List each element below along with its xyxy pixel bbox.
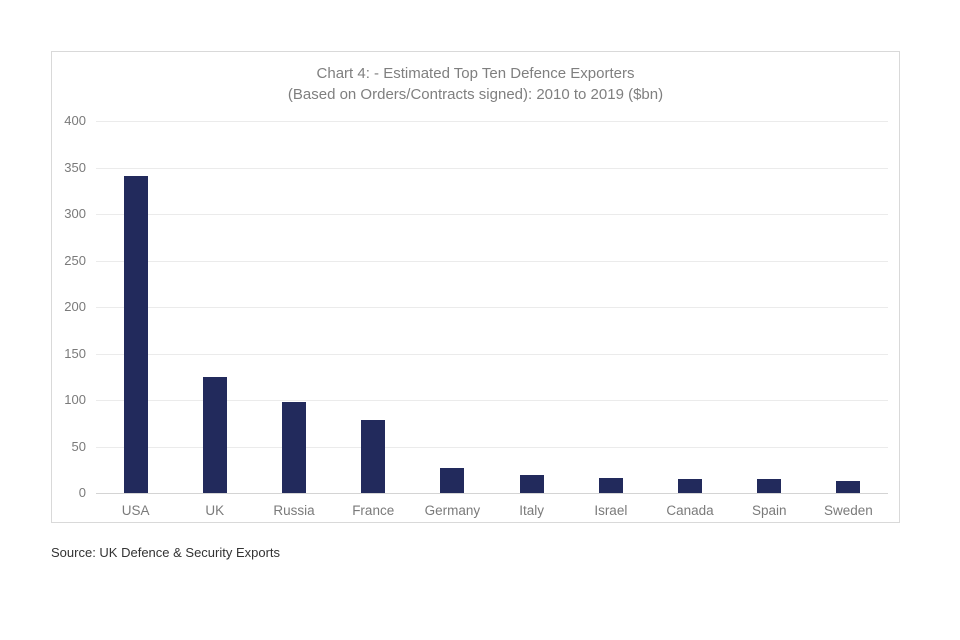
x-axis-label: USA — [121, 503, 150, 518]
bar-column — [571, 121, 650, 493]
x-axis-label: Israel — [594, 503, 628, 518]
chart-title: Chart 4: - Estimated Top Ten Defence Exp… — [52, 63, 899, 105]
gridline — [96, 121, 888, 122]
bar-column — [809, 121, 888, 493]
y-tick-label: 350 — [64, 159, 86, 175]
bar-spain — [757, 479, 782, 493]
bar-germany — [440, 467, 465, 493]
chart-title-line-1: Chart 4: - Estimated Top Ten Defence Exp… — [316, 65, 635, 82]
x-axis-line — [96, 493, 888, 494]
bar-column — [650, 121, 729, 493]
x-axis-label: Italy — [519, 503, 544, 518]
y-axis-labels: 0 50 100 150 200 250 300 350 400 — [52, 113, 86, 500]
bar-france — [361, 420, 386, 493]
y-tick-label: 50 — [71, 438, 86, 454]
y-tick-label: 200 — [64, 299, 86, 314]
x-axis-label: France — [352, 503, 395, 518]
plot-area — [96, 121, 888, 494]
bar-column — [413, 121, 492, 493]
bar-italy — [519, 474, 544, 493]
gridline — [96, 400, 888, 401]
bar-canada — [678, 479, 703, 493]
chart-card: Chart 4: - Estimated Top Ten Defence Exp… — [51, 51, 900, 523]
bar-column — [175, 121, 254, 493]
x-axis-label: Canada — [666, 503, 714, 518]
x-axis-label: Russia — [273, 503, 315, 518]
y-tick-label: 100 — [64, 392, 86, 407]
x-axis-label: Germany — [424, 503, 481, 518]
y-tick-label: 250 — [64, 252, 86, 268]
bar-column — [254, 121, 333, 493]
y-tick-label: 300 — [64, 206, 86, 221]
bar-russia — [282, 401, 306, 493]
gridline — [96, 214, 888, 215]
gridline — [96, 260, 888, 262]
bar-uk — [202, 376, 227, 493]
x-axis-label: UK — [205, 503, 225, 518]
bar-sweden — [836, 480, 861, 493]
x-axis-label: Sweden — [824, 503, 873, 518]
bar-column — [492, 121, 571, 493]
x-axis-labels: USA UK Russia France Germany Italy Israel Canad… — [96, 503, 888, 519]
source-note: Source: UK Defence & Security Exports — [51, 545, 281, 560]
gridline — [96, 307, 888, 308]
bar-israel — [598, 478, 623, 493]
bar-column — [334, 121, 413, 493]
bar-column — [730, 121, 809, 493]
chart-title-line-2: (Based on Orders/Contracts signed): 2010… — [287, 86, 664, 103]
y-tick-label: 150 — [64, 345, 86, 361]
gridline — [96, 446, 888, 448]
x-axis-label: Spain — [751, 503, 787, 518]
y-tick-label: 400 — [64, 113, 86, 128]
bar-column — [96, 121, 175, 493]
bars-row — [96, 121, 888, 493]
bar-usa — [123, 175, 148, 493]
y-tick-label: 0 — [78, 485, 86, 500]
gridline — [96, 167, 888, 169]
gridline — [96, 353, 888, 355]
